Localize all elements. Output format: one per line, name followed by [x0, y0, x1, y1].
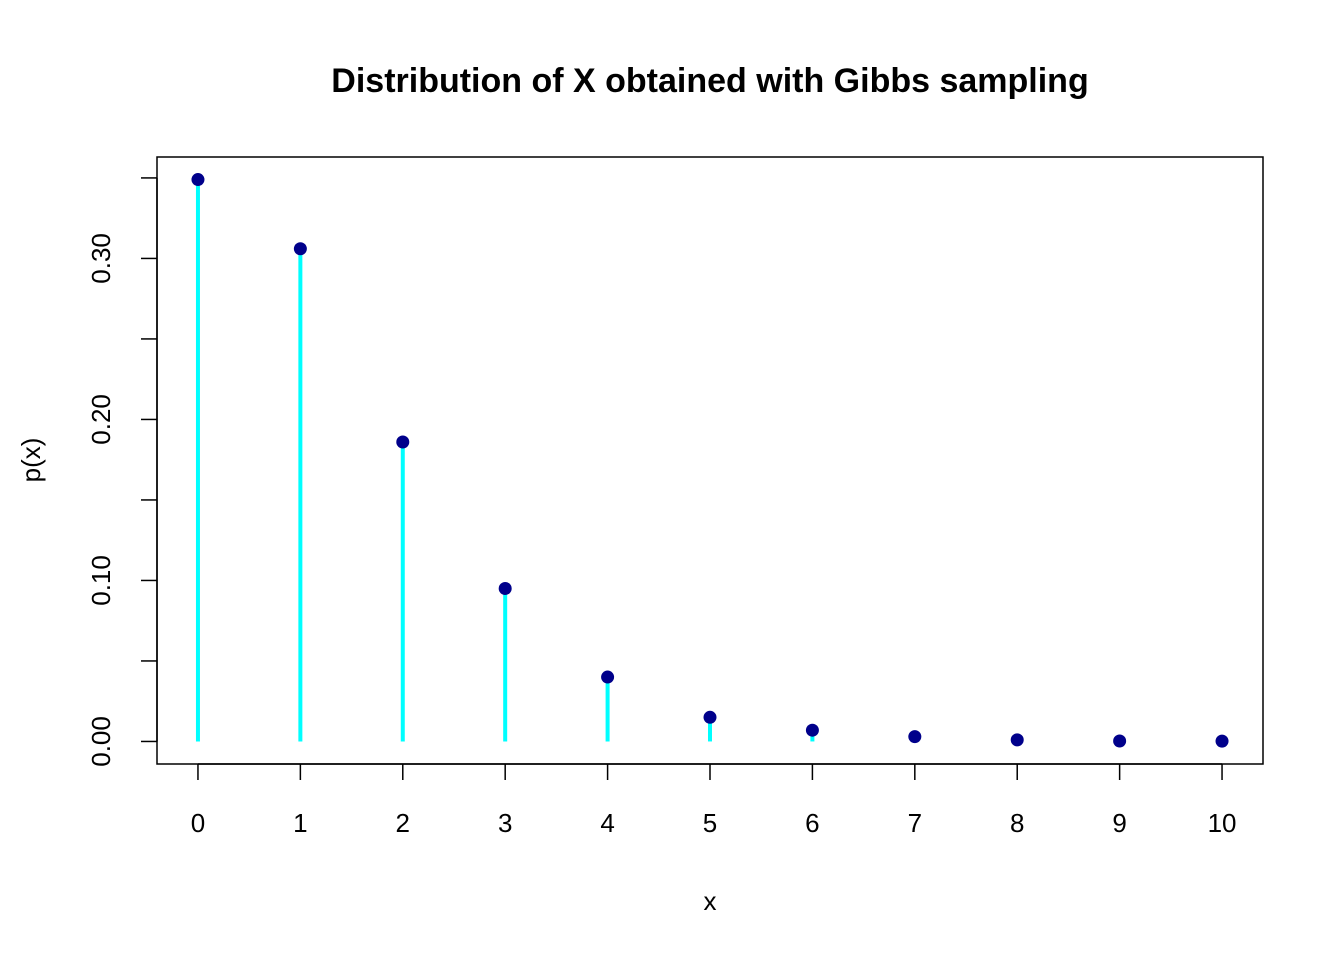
y-axis: 0.00 0.10 0.20 0.30 [86, 177, 158, 767]
y-tick-label-0: 0.00 [86, 716, 116, 767]
x-tick-label-6: 6 [805, 808, 819, 838]
x-tick-label-2: 2 [396, 808, 410, 838]
x-tick-label-0: 0 [191, 808, 205, 838]
x-axis: 0 1 2 3 4 5 6 7 8 9 10 [191, 763, 1237, 838]
x-axis-label: x [704, 886, 717, 916]
y-tick-label-2: 0.10 [86, 555, 116, 606]
x-tick-label-10: 10 [1208, 808, 1237, 838]
x-tick-label-8: 8 [1010, 808, 1024, 838]
y-tick-label-4: 0.20 [86, 394, 116, 445]
y-tick-label-6: 0.30 [86, 233, 116, 284]
stems-layer [195, 179, 1225, 742]
point-2 [396, 435, 410, 449]
plot-frame [156, 156, 1264, 765]
x-tick-label-5: 5 [703, 808, 717, 838]
point-7 [908, 730, 922, 744]
x-tick-label-7: 7 [908, 808, 922, 838]
point-6 [805, 723, 819, 737]
y-axis-label: p(x) [16, 438, 46, 483]
x-tick-label-3: 3 [498, 808, 512, 838]
point-10 [1215, 734, 1229, 748]
point-5 [703, 710, 717, 724]
point-3 [498, 582, 512, 596]
x-tick-label-4: 4 [600, 808, 614, 838]
points-layer [191, 173, 1229, 748]
x-tick-label-9: 9 [1112, 808, 1126, 838]
point-8 [1010, 733, 1024, 747]
point-9 [1113, 734, 1127, 748]
point-0 [191, 173, 205, 187]
chart-title: Distribution of X obtained with Gibbs sa… [331, 62, 1088, 100]
point-4 [601, 670, 615, 684]
x-tick-label-1: 1 [293, 808, 307, 838]
point-1 [293, 242, 307, 256]
